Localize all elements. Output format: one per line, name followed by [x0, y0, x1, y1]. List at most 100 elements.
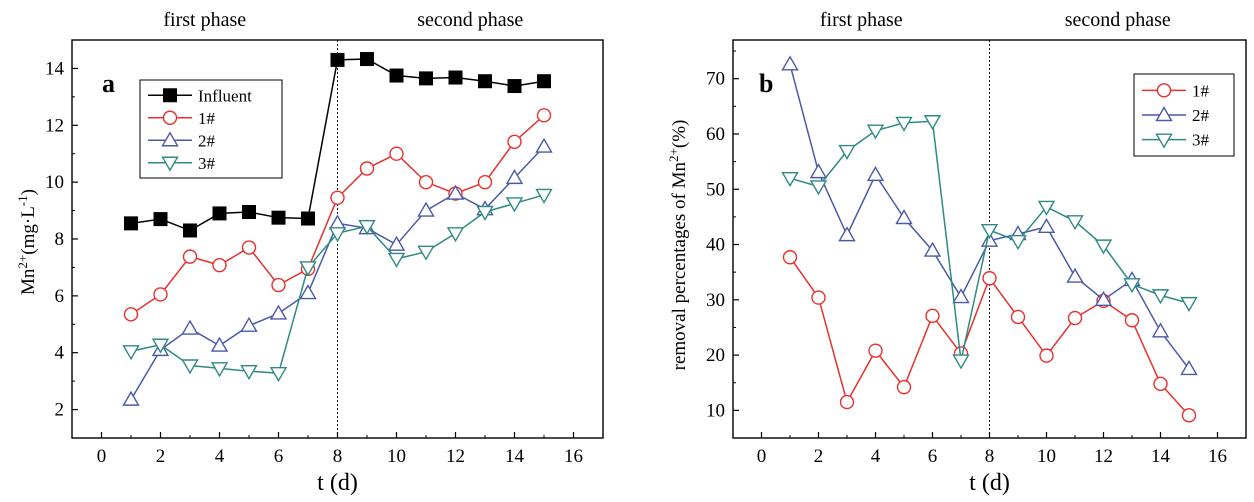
data-point [1039, 348, 1054, 363]
data-point [301, 211, 315, 226]
y-axis-label: Mn2+(mg·L-1) [15, 189, 39, 295]
data-point [1153, 376, 1168, 392]
legend-label: 3# [198, 154, 216, 173]
data-point [210, 336, 229, 352]
legend-label: 2# [1192, 106, 1210, 125]
series-3# [781, 115, 1198, 370]
y-axis-label-part: (%) [669, 120, 690, 148]
phase-label-first: first phase [820, 9, 903, 31]
y-axis-label-superscript: 2+ [15, 255, 30, 269]
data-point [781, 55, 799, 71]
legend-label: 1# [1192, 81, 1210, 100]
data-point [241, 240, 257, 255]
data-point [507, 134, 522, 149]
data-point [1067, 310, 1083, 326]
data-point [1123, 278, 1141, 294]
y-tick-label: 10 [706, 400, 725, 421]
x-axis-label: t (d) [317, 470, 358, 496]
legend: 1# 2# 3# [1133, 73, 1235, 157]
data-point [1094, 290, 1113, 307]
phase-label-second: second phase [417, 9, 523, 31]
x-tick-label: 2 [814, 446, 824, 467]
data-point [1037, 200, 1056, 216]
data-point [477, 174, 493, 190]
y-tick-label: 10 [45, 172, 64, 193]
data-point [868, 343, 883, 358]
y-tick-label: 4 [55, 343, 65, 364]
legend-marker [162, 110, 178, 125]
data-point [980, 231, 999, 247]
data-point [122, 345, 140, 361]
legend-label: Influent [198, 86, 252, 105]
data-point [418, 174, 434, 190]
data-point [781, 171, 799, 188]
data-point [537, 74, 551, 89]
legend-marker [1155, 133, 1173, 149]
data-point [535, 188, 553, 204]
x-tick-label: 0 [97, 446, 107, 467]
data-point [358, 220, 376, 236]
y-tick-label: 14 [45, 58, 65, 79]
y-axis-label-part: Mn [18, 268, 39, 295]
data-point [782, 250, 798, 265]
data-point [446, 227, 465, 243]
y-tick-label: 60 [706, 124, 725, 145]
legend-label: 2# [198, 131, 216, 150]
data-point [448, 70, 463, 85]
data-point [980, 223, 999, 240]
y-axis-label-part: (mg·L [18, 206, 39, 255]
x-tick-label: 14 [505, 446, 525, 467]
data-point [417, 201, 435, 217]
data-point [389, 146, 404, 161]
x-tick-label: 14 [1151, 446, 1171, 467]
data-point [299, 261, 317, 277]
data-point [809, 180, 828, 196]
y-tick-label: 2 [55, 400, 65, 421]
data-point [387, 252, 406, 268]
data-point [240, 364, 258, 381]
data-point [269, 366, 288, 383]
series-1# [782, 250, 1197, 423]
data-point [271, 210, 286, 225]
chart-panel-b: first phase second phase 0 2 4 6 8 10 12 14 16 10 20… [666, 9, 1247, 496]
phase-label-first: first phase [163, 9, 246, 31]
data-point [122, 390, 140, 406]
data-point [328, 227, 347, 243]
data-point [811, 290, 826, 305]
phase-label-second: second phase [1065, 9, 1171, 31]
legend: Influent 1# 2# 3# [139, 79, 283, 179]
data-point [182, 249, 198, 264]
data-point [360, 52, 374, 67]
data-point [476, 205, 494, 221]
y-tick-label: 8 [55, 229, 65, 250]
data-point [923, 115, 942, 131]
y-tick-label: 50 [706, 179, 725, 200]
data-point [1180, 360, 1198, 376]
x-tick-label: 8 [333, 446, 343, 467]
data-point [866, 165, 885, 182]
data-point [123, 307, 139, 322]
data-point [925, 308, 940, 324]
data-point [181, 359, 199, 375]
data-point [242, 204, 256, 219]
data-point [417, 245, 435, 261]
data-point [952, 354, 970, 370]
y-axis-label-part: removal percentages of Mn [669, 161, 690, 370]
x-tick-label: 6 [274, 446, 284, 467]
data-point [330, 190, 345, 205]
x-tick-label: 12 [1094, 446, 1113, 467]
data-point [952, 288, 970, 304]
data-point [1124, 313, 1140, 328]
data-point [1181, 408, 1197, 423]
x-tick-label: 10 [387, 446, 406, 467]
data-point [124, 216, 138, 231]
series-1# [123, 108, 552, 322]
data-point [535, 137, 553, 153]
x-tick-label: 16 [1208, 446, 1227, 467]
data-point [387, 235, 406, 251]
data-point [895, 116, 913, 132]
x-tick-label: 2 [156, 446, 166, 467]
y-axis-label-superscript: 2+ [666, 148, 681, 162]
data-point [1094, 239, 1113, 255]
